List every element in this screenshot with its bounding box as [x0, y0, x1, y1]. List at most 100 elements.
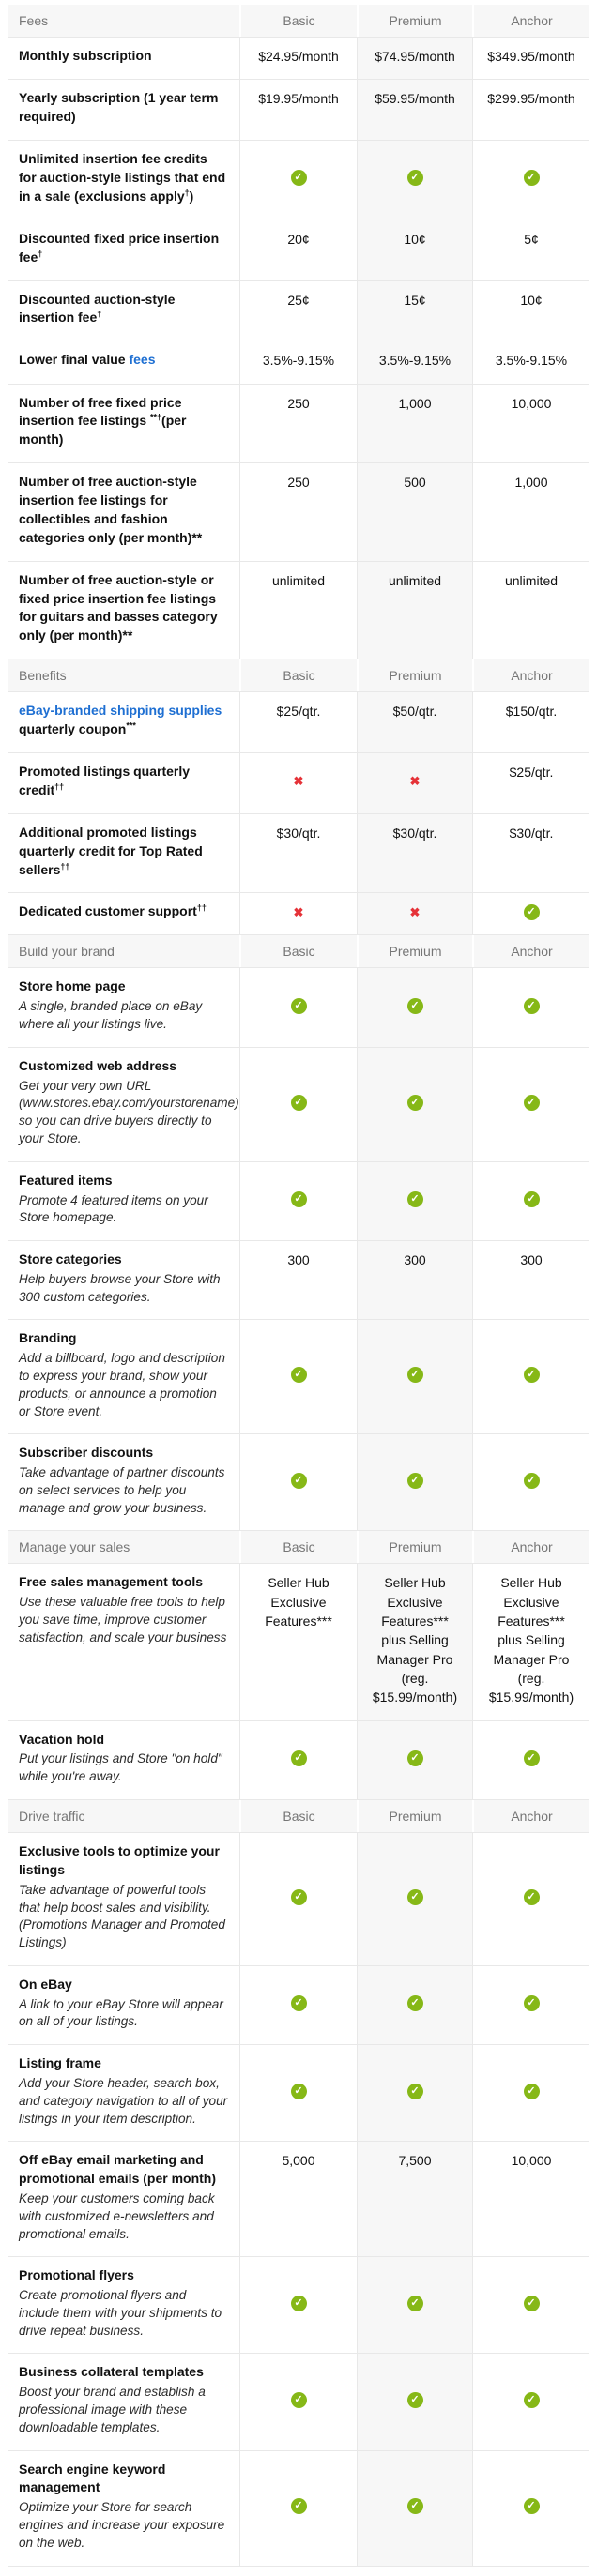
section-header-row: Build your brand Basic Premium Anchor — [8, 934, 589, 968]
feature-label: Promoted listings quarterly credit†† — [19, 763, 228, 800]
feature-label-text: Number of free auction-style or fixed pr… — [19, 571, 218, 644]
value-text: $30/qtr. — [276, 825, 321, 841]
column-header-basic: Basic — [239, 935, 357, 968]
value-text: 7,500 — [398, 2153, 432, 2169]
check-circle-icon: ✓ — [290, 1190, 307, 1207]
feature-label-text: Subscriber discounts — [19, 1445, 154, 1461]
check-circle-icon: ✓ — [290, 1994, 307, 2011]
table-row: Subscriber discounts Take advantage of pa… — [8, 1433, 589, 1531]
value-cell-anchor: ✓ — [472, 2257, 589, 2354]
check-circle-icon: ✓ — [406, 2498, 423, 2515]
value-text: Seller Hub Exclusive Features*** — [265, 1575, 332, 1629]
footnote-marker: † — [97, 309, 102, 319]
value-cell-premium: 10¢ — [357, 220, 472, 280]
feature-label-cell: Featured items Promote 4 featured items o… — [8, 1162, 239, 1240]
feature-label-text: (per month) — [19, 413, 187, 447]
check-circle-icon: ✓ — [290, 997, 307, 1014]
feature-label-cell: Monthly subscription — [8, 38, 239, 79]
feature-label: Store categories — [19, 1250, 228, 1269]
value-cell-anchor: ✓ — [472, 141, 589, 220]
feature-link[interactable]: eBay-branded shipping supplies — [19, 703, 222, 719]
value-cell-premium: $59.95/month — [357, 80, 472, 141]
column-header-anchor: Anchor — [472, 659, 589, 692]
feature-label-cell: Discounted fixed price insertion fee† — [8, 220, 239, 280]
value-cell-basic: ✖ — [239, 893, 357, 935]
check-circle-icon: ✓ — [290, 2498, 307, 2515]
value-cell-basic: ✓ — [239, 2045, 357, 2142]
feature-description: Keep your customers coming back with cus… — [19, 2191, 215, 2241]
value-text: 10,000 — [511, 2153, 552, 2169]
value-cell-premium: ✓ — [357, 2257, 472, 2354]
value-cell-anchor: unlimited — [472, 561, 589, 659]
value-cell-anchor: ✓ — [472, 2450, 589, 2566]
value-text: unlimited — [504, 572, 559, 588]
footnote-marker: †† — [196, 902, 207, 913]
feature-label: Discounted fixed price insertion fee† — [19, 230, 228, 267]
feature-label-cell: Promoted listings quarterly credit†† — [8, 753, 239, 813]
value-cell-basic: ✖ — [239, 753, 357, 813]
feature-label-text: Branding — [19, 1330, 77, 1346]
feature-label-text: Store home page — [19, 978, 126, 994]
footnote-marker: † — [38, 248, 43, 258]
feature-description: Add a billboard, logo and description to… — [19, 1351, 225, 1418]
check-circle-icon: ✓ — [523, 903, 540, 920]
feature-description: Add your Store header, search box, and c… — [19, 2076, 228, 2126]
value-cell-premium: 7,500 — [357, 2142, 472, 2257]
value-cell-anchor: ✓ — [472, 2045, 589, 2142]
table-row: Number of free fixed price insertion fee… — [8, 383, 589, 463]
table-row: Discounted fixed price insertion fee† 20¢… — [8, 219, 589, 280]
value-cell-anchor: ✓ — [472, 1434, 589, 1531]
feature-label-cell: Store home page A single, branded place o… — [8, 968, 239, 1046]
value-cell-premium: ✓ — [357, 1161, 472, 1240]
feature-label-cell: Business collateral templates Boost your … — [8, 2354, 239, 2449]
feature-description: Take advantage of partner discounts on s… — [19, 1465, 225, 1515]
value-text: 5,000 — [282, 2153, 315, 2169]
check-circle-icon: ✓ — [523, 1190, 540, 1207]
value-cell-basic: ✓ — [239, 1720, 357, 1799]
feature-label: Branding — [19, 1329, 228, 1348]
value-text: 20¢ — [287, 231, 310, 247]
feature-label: Number of free fixed price insertion fee… — [19, 394, 228, 450]
feature-label-cell: Free sales management tools Use these val… — [8, 1564, 239, 1720]
section-header-row: Drive traffic Basic Premium Anchor — [8, 1798, 589, 1833]
value-text: $25/qtr. — [276, 704, 321, 720]
feature-link[interactable]: fees — [129, 352, 156, 368]
check-circle-icon: ✓ — [406, 1994, 423, 2011]
table-row: Promotional flyers Create promotional fly… — [8, 2256, 589, 2354]
value-cell-premium: ✓ — [357, 1720, 472, 1799]
value-cell-basic: unlimited — [239, 561, 357, 659]
feature-label-cell: Number of free fixed price insertion fee… — [8, 385, 239, 463]
feature-label: Listing frame — [19, 2054, 228, 2073]
value-cell-anchor: ✓ — [472, 1833, 589, 1965]
table-row: Featured items Promote 4 featured items o… — [8, 1160, 589, 1240]
value-cell-basic: ✓ — [239, 968, 357, 1047]
column-header-anchor: Anchor — [472, 1531, 589, 1564]
value-text: unlimited — [388, 572, 442, 588]
value-text: 3.5%-9.15% — [378, 353, 452, 369]
check-circle-icon: ✓ — [406, 170, 423, 187]
value-cell-basic: ✓ — [239, 1965, 357, 2045]
feature-label-cell: Subscriber discounts Take advantage of pa… — [8, 1434, 239, 1530]
feature-label: Vacation hold — [19, 1731, 228, 1750]
feature-label: Unlimited insertion fee credits for auct… — [19, 150, 228, 206]
value-cell-premium: ✓ — [357, 1434, 472, 1531]
column-header-anchor: Anchor — [472, 5, 589, 38]
check-circle-icon: ✓ — [406, 1750, 423, 1766]
value-cell-premium: ✖ — [357, 893, 472, 935]
cross-icon: ✖ — [293, 904, 304, 919]
feature-label: Search engine keyword management — [19, 2461, 228, 2498]
value-cell-basic: $30/qtr. — [239, 813, 357, 893]
value-cell-anchor: ✓ — [472, 1965, 589, 2045]
feature-label-text: Off eBay email marketing and promotional… — [19, 2152, 217, 2187]
table-row: Additional promoted listings quarterly c… — [8, 812, 589, 893]
value-cell-premium: ✓ — [357, 2354, 472, 2450]
check-circle-icon: ✓ — [523, 1750, 540, 1766]
value-cell-anchor: 3.5%-9.15% — [472, 341, 589, 384]
feature-label: Discounted auction-style insertion fee† — [19, 291, 228, 328]
footnote-marker: †† — [60, 860, 70, 871]
value-cell-premium: 15¢ — [357, 280, 472, 341]
value-cell-premium: ✓ — [357, 968, 472, 1047]
value-cell-anchor: ✓ — [472, 1161, 589, 1240]
check-circle-icon: ✓ — [406, 1472, 423, 1489]
value-cell-premium: 1,000 — [357, 384, 472, 463]
